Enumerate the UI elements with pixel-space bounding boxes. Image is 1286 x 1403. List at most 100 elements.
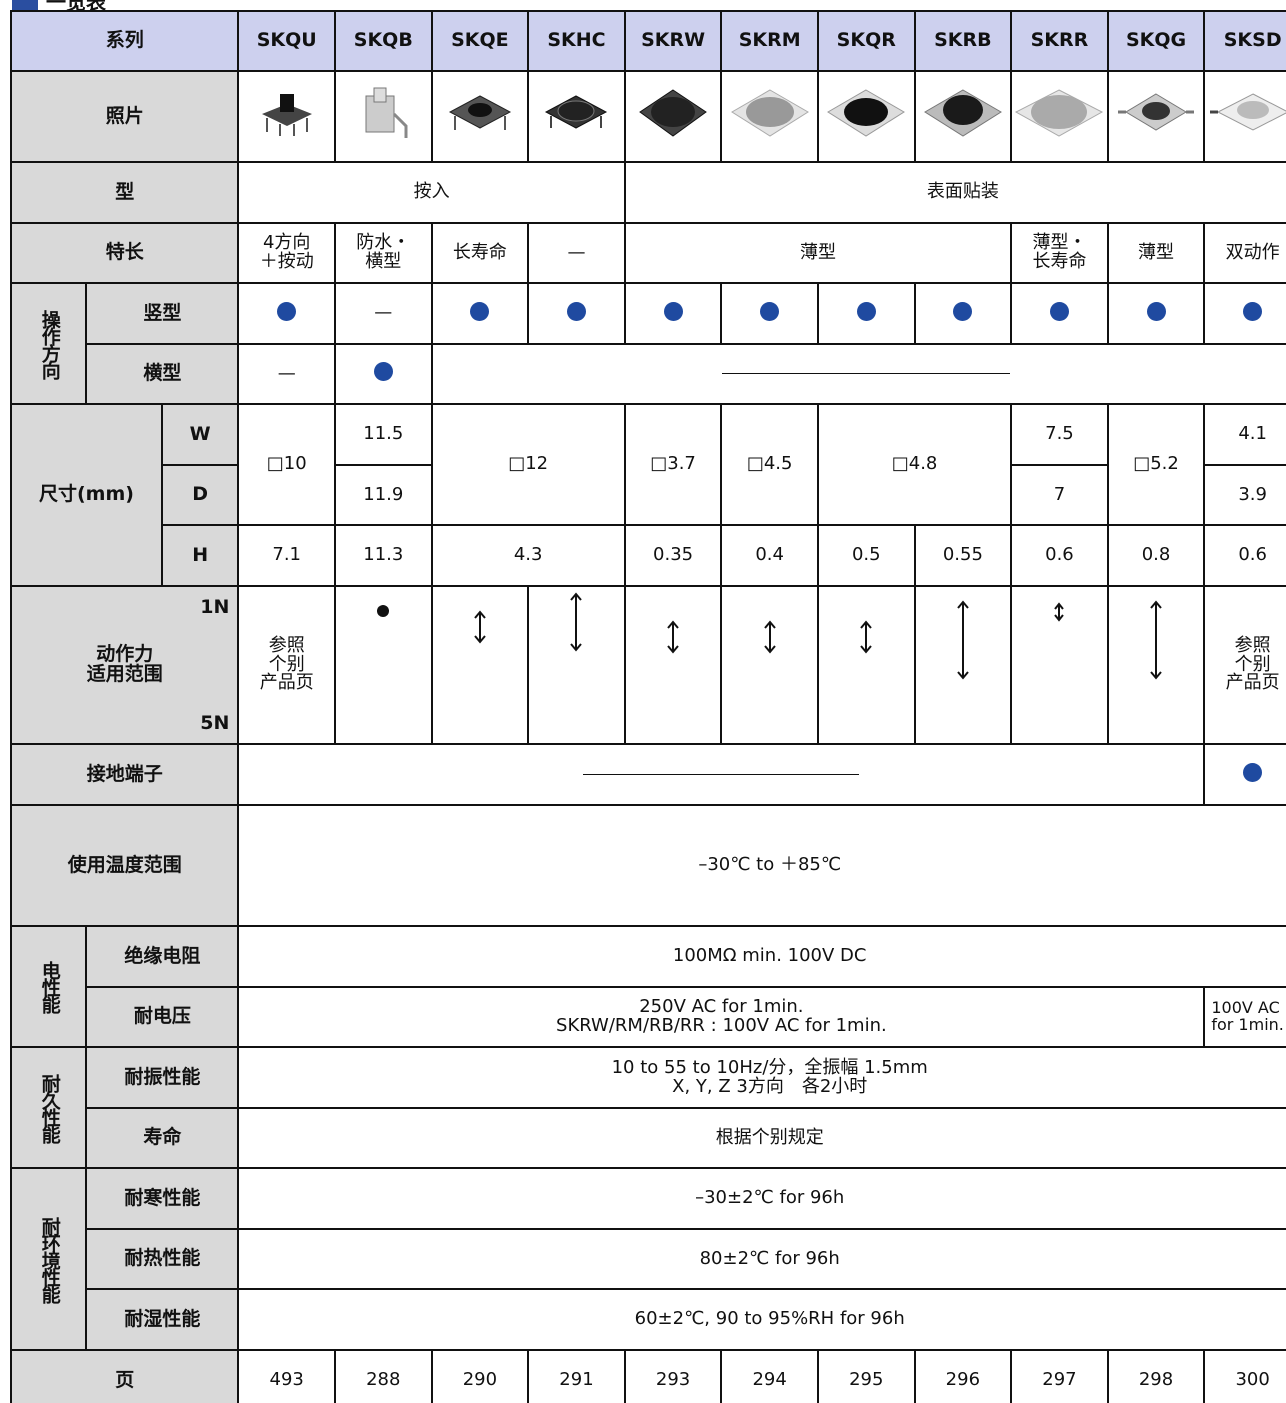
icon (1150, 600, 1162, 680)
cell (1010, 282, 1109, 345)
table-row: H 7.1 11.3 4.3 0.35 0.4 0.5 0.55 0.6 0.8 0.6 (11, 524, 1286, 587)
table-row: 页 493 288 290 291 293 294 295 296 297 298 300 (9, 1349, 1286, 1403)
cell: 100MΩ min. 100V DC (237, 925, 1286, 988)
table-row: 特长 4方向 ＋按动 防水・ 横型 长寿命 — 薄型 薄型・ 长寿命 薄型 双动作 (9, 222, 1286, 284)
cell (1106, 282, 1206, 345)
cell: 薄型 (623, 222, 1013, 284)
force-label: 1N 动作力 适用范围 5N (13, 588, 236, 742)
cell (1203, 70, 1286, 163)
cell (720, 282, 819, 345)
header-cell: SKQB (334, 10, 433, 72)
cell: 10 to 55 to 10Hz/分，全振幅 1.5mm X, Y, Z 3方向… (237, 1046, 1286, 1109)
header-cell: SKRM (720, 10, 819, 72)
icon (763, 620, 776, 654)
cell (913, 282, 1013, 345)
cell (430, 585, 530, 745)
icon (639, 89, 707, 137)
table-row: 耐久性能 耐振性能 10 to 55 to 10Hz/分，全振幅 1.5mm X… (9, 1046, 1286, 1169)
table-row: 耐电压 250V AC for 1min. SKRW/RM/RB/RR : 10… (11, 986, 1286, 1048)
cell: 参照 个别 产品页 (237, 585, 336, 745)
cell (1203, 282, 1286, 345)
table-row: D 11.9 7 3.9 (11, 464, 1286, 526)
header-cell: 寿命 (85, 1107, 240, 1169)
table-row: 横型 — (11, 343, 1286, 405)
table-row: 尺寸(mm) W □10 11.5 □12 □3.7 □4.5 □4.8 7.5… (10, 403, 1286, 587)
header-cell: SKSD (1203, 10, 1286, 72)
header-cell: SKRR (1010, 10, 1109, 72)
cell (1203, 743, 1286, 806)
cell: 294 (720, 1349, 819, 1403)
dot-mark (953, 301, 973, 321)
cell: 296 (913, 1349, 1013, 1403)
cell: 291 (527, 1349, 626, 1403)
cell (237, 282, 336, 345)
cell: 0.6 (1203, 524, 1286, 587)
cell: 按入 (237, 161, 626, 224)
header-cell: 耐环境性能 (9, 1167, 88, 1351)
cell: □5.2 (1106, 403, 1206, 526)
cell: 防水・ 横型 (334, 222, 433, 284)
icon (261, 94, 312, 137)
cell: 11.9 (334, 464, 433, 526)
cell: 0.5 (816, 524, 916, 587)
table-row: 电性能 绝缘电阻 100MΩ min. 100V DC (9, 925, 1286, 1048)
cell (527, 282, 626, 345)
icon (377, 605, 390, 617)
cell (430, 70, 530, 163)
icon (827, 89, 906, 137)
dot-mark (373, 362, 393, 382)
cell: □3.7 (623, 403, 723, 526)
cell: — (334, 282, 433, 345)
cell (623, 70, 723, 163)
cell (720, 70, 819, 163)
cell (1106, 585, 1206, 745)
cell (816, 282, 916, 345)
cell: 薄型 (1106, 222, 1206, 284)
cell (334, 585, 433, 745)
table-row: 型 按入 表面贴装 (9, 161, 1286, 224)
header-cell: SKQR (816, 10, 916, 72)
cell: 0.4 (720, 524, 819, 587)
table-row: 1N 动作力 适用范围 5N 参照 个别 产品页 参照 个别 产品页 (9, 585, 1286, 745)
cell: 297 (1010, 1349, 1109, 1403)
cell: □10 (237, 403, 336, 526)
table-row: 使用温度范围 –30℃ to ＋85℃ (9, 804, 1286, 927)
header-cell: 1N 动作力 适用范围 5N (9, 585, 240, 745)
cell: — (527, 222, 626, 284)
cell: 11.3 (334, 524, 433, 587)
header-cell: 竖型 (85, 282, 240, 345)
cell (816, 70, 916, 163)
dot-mark (1049, 301, 1069, 321)
cell: 100V AC for 1min. (1203, 986, 1286, 1048)
cell: 80±2℃ for 96h (237, 1228, 1286, 1290)
cell: 4方向 ＋按动 (237, 222, 336, 284)
cell (1010, 70, 1109, 163)
dot-mark (566, 301, 586, 321)
dot-mark (663, 301, 683, 321)
icon (474, 610, 486, 644)
label: 动作力 适用范围 (86, 643, 163, 685)
cell: 298 (1106, 1349, 1206, 1403)
dot-mark (1146, 301, 1166, 321)
cell (1106, 70, 1206, 163)
table-row: 耐环境性能 耐寒性能 –30±2℃ for 96h (9, 1167, 1286, 1351)
label: 1N (200, 596, 230, 618)
cell (720, 585, 819, 745)
cell: 0.6 (1010, 524, 1109, 587)
cell: 7.5 (1010, 403, 1109, 466)
table-row: 操作方向 竖型 — (9, 282, 1286, 405)
cell: 60±2℃, 90 to 95%RH for 96h (237, 1288, 1286, 1351)
header-cell: SKRW (623, 10, 723, 72)
header-cell: SKRB (913, 10, 1013, 72)
cell (816, 585, 916, 745)
icon (667, 620, 679, 654)
table-row: 耐热性能 80±2℃ for 96h (11, 1228, 1286, 1290)
header-cell: 耐电压 (85, 986, 240, 1048)
cell: 7 (1010, 464, 1109, 526)
cell: 4.3 (430, 524, 626, 587)
table-row: 寿命 根据个别规定 (11, 1107, 1286, 1169)
header-cell: 耐久性能 (9, 1046, 88, 1169)
header-cell: 耐热性能 (85, 1228, 240, 1290)
header-cell: 系列 (9, 10, 240, 72)
cell: 293 (623, 1349, 723, 1403)
